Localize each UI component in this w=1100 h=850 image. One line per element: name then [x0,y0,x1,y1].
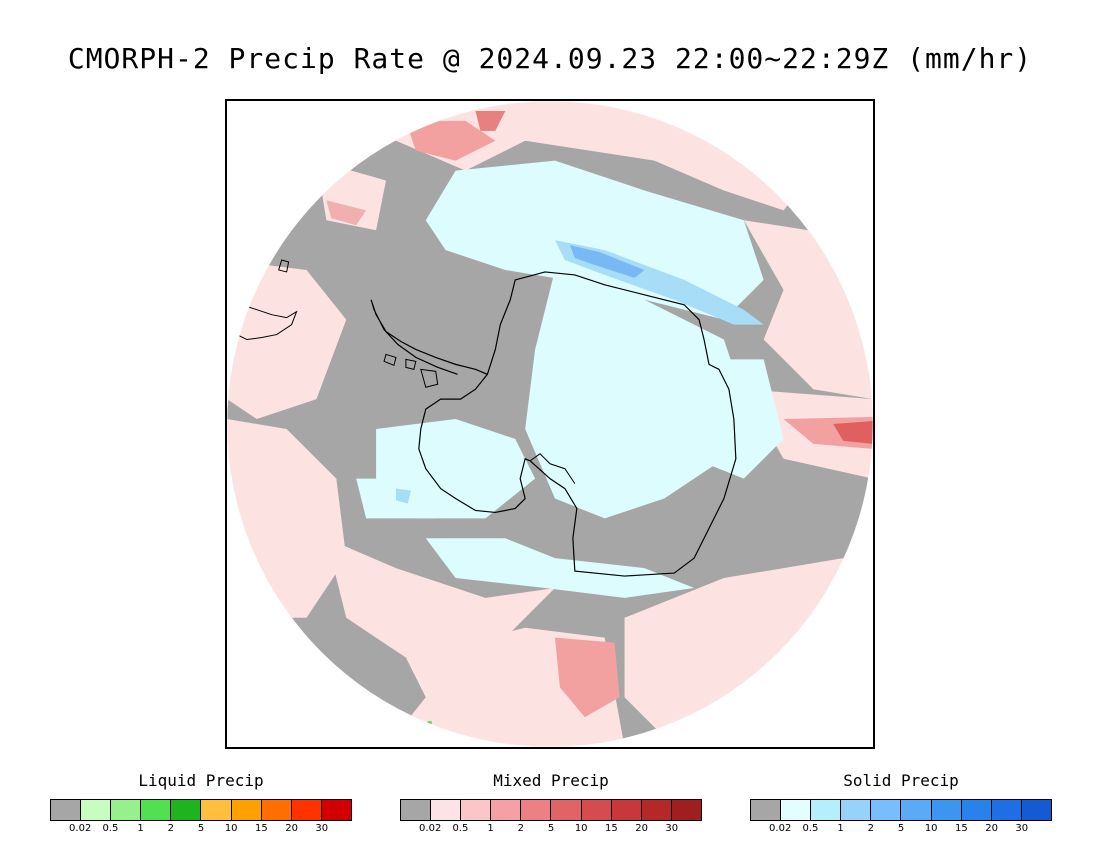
mixed-precip-heavy [554,637,620,718]
south-georgia-coastline [278,259,290,273]
legend-ticks: 0.02 0.5 1 2 5 10 15 20 30 [750,823,1052,837]
legend-tick-label: 30 [665,823,679,834]
legend-swatch [781,800,812,820]
legend-tick-label: 5 [547,823,555,834]
precip-map[interactable] [227,101,873,747]
legend-swatch [261,800,292,820]
legend-tick-label: 5 [897,823,905,834]
legend-swatch [841,800,872,820]
map-title: CMORPH-2 Precip Rate @ 2024.09.23 22:00~… [67,42,1033,75]
legend-swatch [581,800,612,820]
legend-swatch [111,800,142,820]
legend-tick-label: 15 [605,823,618,834]
legend-swatch [991,800,1022,820]
legend-colorbar [400,799,702,821]
legend-tick-label: 1 [837,823,844,834]
legend-colorbar [750,799,1052,821]
antarctica-coastline [418,271,737,577]
legend-swatch [291,800,322,820]
legend-swatch [931,800,962,820]
legend-title: Mixed Precip [493,771,609,790]
peninsula-islands [383,353,439,388]
legend-tick-label: 15 [255,823,268,834]
legend-tick-label: 20 [635,823,648,834]
legend-tick-label: 20 [285,823,298,834]
liquid-precip-trace [427,721,432,725]
legend-liquid-precip: Liquid Precip 0.02 0.5 1 2 5 10 15 20 30 [50,770,352,837]
mixed-precip-area [326,538,555,658]
mixed-precip-heavy [405,120,496,161]
legend-swatch [521,800,552,820]
south-america-tip-coastline [236,304,298,341]
precip-field [227,101,873,747]
legend-ticks: 0.02 0.5 1 2 5 10 15 20 30 [50,823,352,837]
legend-swatch [811,800,842,820]
legend-swatch [751,800,782,820]
legend-tick-label: 5 [197,823,205,834]
legend-tick-label: 1 [137,823,144,834]
legend-tick-label: 0.02 [419,823,442,834]
legend-swatch [871,800,902,820]
legend-tick-label: 20 [985,823,998,834]
legend-swatch [961,800,992,820]
mixed-precip-heavy [475,110,506,131]
legend-swatch [641,800,672,820]
mixed-precip-heavy [833,421,873,444]
legend-swatch [81,800,112,820]
legend-tick-label: 30 [1015,823,1029,834]
legend-colorbar [50,799,352,821]
legend-tick-label: 2 [867,823,874,834]
legend-swatch [231,800,262,820]
legend-tick-label: 10 [574,823,588,834]
legend-swatch [201,800,232,820]
legend-solid-precip: Solid Precip 0.02 0.5 1 2 5 10 15 20 30 [750,770,1052,837]
legend-swatch [401,800,432,820]
solid-precip-heavy [569,245,645,278]
antarctic-peninsula-coastline [370,299,488,375]
mixed-precip-heavy [326,200,367,226]
legend-swatch [491,800,522,820]
solid-precip-area [664,359,784,479]
legend-tick-label: 15 [955,823,968,834]
legend-swatch [1021,800,1051,820]
legend-swatch [51,800,82,820]
legend-tick-label: 0.5 [452,823,469,834]
legend-swatch [431,800,462,820]
legend-swatch [321,800,351,820]
legend-ticks: 0.02 0.5 1 2 5 10 15 20 30 [400,823,702,837]
mixed-precip-area [624,558,873,738]
legend-tick-label: 30 [315,823,329,834]
legend-swatch [141,800,172,820]
solid-precip-area [525,269,744,519]
legend-swatch [671,800,701,820]
legend-tick-label: 0.5 [802,823,819,834]
map-frame[interactable] [225,99,875,749]
legend-tick-label: 0.02 [69,823,92,834]
mixed-precip-area [227,260,347,420]
legend-tick-label: 2 [167,823,174,834]
legend-tick-label: 10 [224,823,238,834]
legend-tick-label: 2 [517,823,524,834]
legend-tick-label: 10 [924,823,938,834]
legend-tick-label: 1 [487,823,494,834]
legend-swatch [901,800,932,820]
legend-title: Liquid Precip [138,771,264,790]
ross-ice-shelf-edge [529,453,576,484]
legend-tick-label: 0.5 [102,823,119,834]
legend-mixed-precip: Mixed Precip 0.02 0.5 1 2 5 10 15 20 30 [400,770,702,837]
legend-tick-label: 0.02 [769,823,792,834]
legend-swatch [171,800,202,820]
solid-precip-area [425,538,695,598]
solid-precip-moderate [395,488,411,504]
legend-title: Solid Precip [843,771,959,790]
legend-swatch [611,800,642,820]
legend-swatch [461,800,492,820]
legend-swatch [551,800,582,820]
